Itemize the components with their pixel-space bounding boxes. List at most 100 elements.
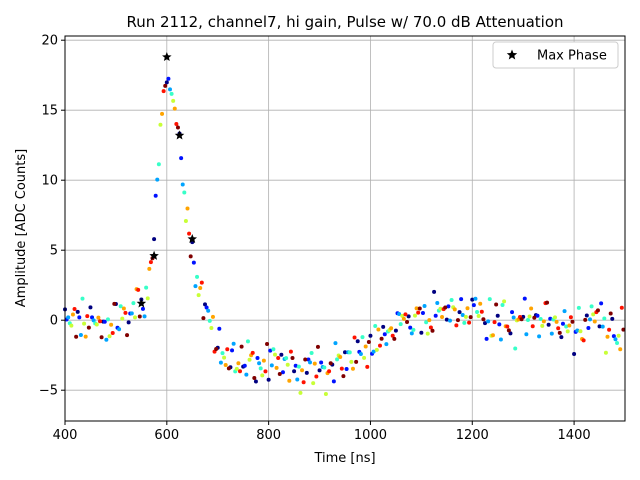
scatter-point	[616, 333, 621, 338]
scatter-point	[290, 355, 295, 360]
scatter-point	[303, 357, 308, 362]
scatter-point	[112, 301, 117, 306]
scatter-point	[615, 340, 620, 345]
scatter-point	[155, 177, 160, 182]
scatter-point	[245, 339, 250, 344]
scatter-point	[133, 315, 137, 320]
scatter-point	[210, 314, 215, 319]
scatter-point	[284, 356, 289, 361]
scatter-point	[252, 375, 257, 380]
scatter-point	[428, 325, 433, 330]
scatter-point	[222, 355, 227, 360]
scatter-point	[236, 361, 241, 366]
scatter-point	[405, 319, 410, 324]
scatter-point	[231, 341, 236, 346]
scatter-point	[121, 306, 126, 311]
scatter-point	[435, 301, 440, 306]
scatter-point	[603, 350, 608, 355]
scatter-point	[120, 316, 125, 321]
scatter-point	[444, 317, 449, 322]
scatter-point	[323, 391, 328, 396]
scatter-point	[118, 304, 123, 309]
scatter-point	[362, 355, 367, 360]
max-phase-point	[149, 250, 159, 260]
scatter-point	[618, 347, 623, 352]
scatter-point	[338, 355, 343, 360]
scatter-point	[160, 111, 165, 116]
scatter-point	[471, 303, 476, 308]
scatter-point	[492, 320, 497, 325]
axes-frame	[64, 35, 626, 422]
scatter-point	[619, 305, 624, 310]
scatter-point	[129, 311, 134, 316]
scatter-point	[140, 306, 145, 311]
scatter-point	[201, 316, 206, 321]
scatter-point	[368, 333, 373, 338]
scatter-point	[522, 296, 527, 301]
scatter-point	[300, 368, 305, 373]
scatter-point	[481, 317, 486, 322]
scatter-point	[309, 351, 314, 356]
scatter-point	[358, 351, 363, 356]
scatter-point	[352, 335, 357, 340]
scatter-point	[553, 315, 557, 320]
scatter-point	[605, 334, 610, 339]
scatter-point	[183, 219, 188, 224]
scatter-point	[199, 280, 204, 285]
scatter-point	[541, 319, 546, 324]
scatter-point	[365, 364, 370, 369]
scatter-point	[96, 315, 101, 320]
scatter-point	[166, 76, 171, 81]
scatter-point	[374, 347, 379, 352]
scatter-point	[487, 297, 492, 302]
scatter-point	[273, 352, 277, 357]
scatter-point	[400, 313, 405, 318]
scatter-point	[519, 317, 524, 322]
scatter-point	[535, 313, 540, 318]
scatter-point	[607, 327, 612, 332]
scatter-point	[198, 285, 203, 290]
scatter-point	[548, 316, 553, 321]
scatter-point	[393, 328, 398, 333]
scatter-point	[260, 373, 265, 378]
scatter-point	[295, 377, 300, 382]
y-tick-label: −5	[39, 384, 58, 399]
scatter-point	[427, 318, 432, 323]
scatter-point	[182, 190, 187, 195]
scatter-point	[459, 297, 464, 302]
scatter-point	[478, 301, 483, 306]
scatter-point	[78, 332, 83, 337]
scatter-point	[206, 308, 211, 313]
scatter-point	[562, 309, 567, 314]
scatter-point	[589, 304, 594, 309]
scatter-point	[195, 274, 200, 279]
scatter-point	[331, 379, 336, 384]
scatter-point	[397, 311, 402, 316]
scatter-point	[564, 324, 569, 329]
scatter-point	[371, 349, 376, 354]
scatter-point	[179, 156, 184, 161]
scatter-point	[413, 313, 417, 318]
scatter-point	[191, 260, 196, 265]
scatter-point	[230, 348, 235, 353]
scatter-point	[390, 333, 395, 338]
scatter-point	[349, 359, 354, 364]
scatter-point	[476, 313, 481, 318]
scatter-point	[312, 361, 317, 366]
scatter-point	[265, 341, 270, 346]
scatter-point	[341, 374, 346, 379]
scatter-point	[424, 320, 429, 325]
scatter-point	[525, 318, 530, 323]
scatter-point	[308, 360, 312, 365]
scatter-point	[376, 327, 381, 332]
scatter-point	[271, 347, 276, 352]
scatter-point	[537, 334, 542, 339]
scatter-point	[457, 310, 462, 315]
scatter-point	[584, 313, 589, 318]
scatter-point	[204, 305, 209, 310]
scatter-point	[274, 365, 279, 370]
scatter-point	[406, 314, 411, 319]
scatter-point	[187, 231, 192, 236]
